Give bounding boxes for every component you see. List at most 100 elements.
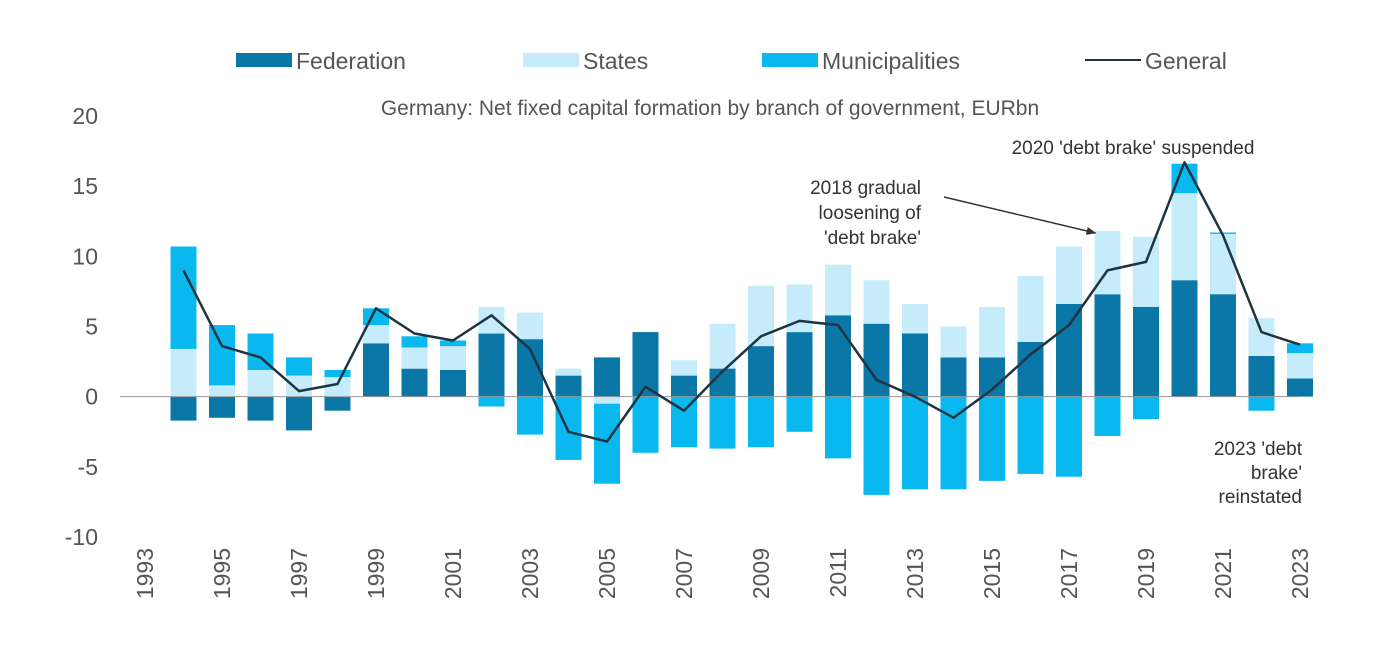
legend-label-general: General	[1145, 48, 1227, 74]
x-tick-label: 2005	[594, 548, 620, 599]
bar-municipalities-2005	[594, 403, 620, 484]
x-axis: 1993 1995 1997 1999 2001 2003 2005 2007 2009 2011…	[132, 548, 1313, 599]
bar-municipalities-1995	[209, 325, 235, 386]
bar-federation-2023	[1287, 378, 1313, 397]
bar-municipalities-2009	[748, 396, 774, 448]
y-tick-label: 10	[72, 243, 98, 269]
bar-municipalities-2004	[555, 396, 582, 460]
x-tick-label: 2013	[902, 548, 928, 599]
bar-federation-2016	[1017, 341, 1044, 397]
bar-states-2021	[1210, 233, 1236, 295]
bar-states-2007	[671, 360, 697, 376]
bar-federation-2011	[825, 315, 851, 397]
bar-federation-1995	[209, 396, 235, 418]
bar-municipalities-2011	[825, 396, 851, 459]
x-tick-label: 2001	[440, 548, 466, 599]
bar-municipalities-1997	[286, 357, 312, 376]
bar-federation-1996	[247, 396, 274, 421]
bar-states-1996	[247, 370, 274, 397]
annotation-2020: 2020 'debt brake' suspended	[1012, 138, 1255, 159]
y-tick-label: 20	[72, 103, 98, 129]
bar-municipalities-1994	[170, 246, 197, 349]
bar-municipalities-1998	[324, 370, 351, 377]
x-tick-label: 1997	[286, 548, 312, 599]
y-tick-label: -10	[65, 524, 98, 550]
bar-municipalities-2012	[863, 396, 890, 495]
annotation-2023-line: brake'	[1251, 463, 1302, 484]
legend-swatch-municipalities	[762, 53, 818, 67]
x-tick-label: 2023	[1287, 548, 1313, 599]
legend-label-states: States	[583, 48, 648, 74]
y-tick-label: -5	[78, 454, 98, 480]
x-tick-label: 2017	[1056, 548, 1082, 599]
bar-federation-2021	[1210, 294, 1236, 397]
annotation-2018-line: loosening of	[819, 203, 922, 224]
bar-states-2003	[517, 312, 543, 340]
bar-municipalities-2018	[1094, 396, 1121, 436]
x-tick-label: 1999	[363, 548, 389, 599]
bar-municipalities-2015	[979, 396, 1005, 481]
legend: Federation States Municipalities General	[236, 48, 1227, 74]
bar-federation-2013	[902, 333, 928, 397]
bar-states-2005	[594, 396, 620, 404]
bar-federation-1997	[286, 396, 312, 431]
x-tick-label: 2015	[979, 548, 1005, 599]
bar-federation-2012	[863, 323, 890, 397]
legend-item-states: States	[523, 48, 648, 74]
bar-municipalities-2017	[1056, 396, 1082, 477]
y-tick-label: 0	[85, 384, 98, 410]
annotation-2018-line: 'debt brake'	[824, 228, 921, 249]
x-tick-label: 2021	[1210, 548, 1236, 599]
bar-states-2017	[1056, 246, 1082, 304]
x-tick-label: 2009	[748, 548, 774, 599]
bar-states-1997	[286, 375, 312, 397]
x-tick-label: 2003	[517, 548, 543, 599]
bar-federation-2017	[1056, 304, 1082, 397]
bar-federation-2001	[440, 370, 466, 397]
bar-states-2022	[1248, 318, 1275, 356]
bar-municipalities-2003	[517, 396, 543, 435]
bar-federation-1999	[363, 343, 389, 397]
bar-states-1995	[209, 385, 235, 397]
legend-swatch-states	[523, 53, 579, 67]
bar-states-2000	[401, 347, 428, 369]
bar-federation-2007	[671, 375, 697, 397]
x-tick-label: 1993	[132, 548, 158, 599]
bar-federation-2000	[401, 368, 428, 397]
bar-municipalities-2022	[1248, 396, 1275, 411]
bar-federation-2004	[555, 375, 582, 397]
annotation-2023-line: 2023 'debt	[1214, 439, 1303, 460]
annotation-2020-line: 2020 'debt brake' suspended	[1012, 138, 1255, 159]
bar-states-2023	[1287, 353, 1313, 379]
bar-states-2012	[863, 280, 890, 324]
bar-states-2014	[940, 326, 967, 358]
bar-states-1998	[324, 377, 351, 397]
x-tick-label: 2011	[825, 548, 851, 597]
legend-swatch-federation	[236, 53, 292, 67]
annotation-2018-arrow	[943, 196, 1097, 235]
bar-states-2016	[1017, 276, 1044, 342]
x-tick-label: 1995	[209, 548, 235, 599]
legend-label-municipalities: Municipalities	[822, 48, 960, 74]
legend-item-municipalities: Municipalities	[762, 48, 960, 74]
general-line	[182, 161, 1301, 443]
bar-states-1999	[363, 325, 389, 344]
y-tick-label: 5	[85, 314, 98, 340]
bar-federation-2005	[594, 357, 620, 397]
annotation-2023: 2023 'debt brake' reinstated	[1214, 439, 1303, 508]
bar-states-1994	[170, 349, 197, 397]
bar-municipalities-2023	[1287, 343, 1313, 354]
bar-municipalities-2013	[902, 396, 928, 490]
bar-federation-2010	[786, 332, 813, 397]
bar-states-2011	[825, 264, 851, 316]
bar-states-2019	[1133, 236, 1159, 307]
bar-municipalities-2000	[401, 336, 428, 348]
y-tick-label: 15	[72, 173, 98, 199]
x-tick-label: 2019	[1133, 548, 1159, 599]
chart-title: Germany: Net fixed capital formation by …	[381, 97, 1039, 120]
legend-item-federation: Federation	[236, 48, 406, 74]
bar-municipalities-2008	[709, 396, 736, 449]
bar-federation-2022	[1248, 356, 1275, 397]
